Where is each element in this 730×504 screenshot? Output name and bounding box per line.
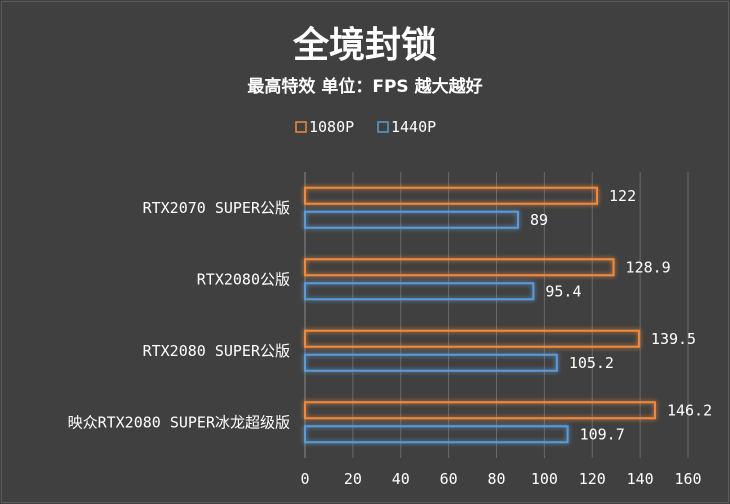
- bar-1080p: [304, 329, 640, 348]
- legend-swatch-1440p: [377, 121, 389, 133]
- chart-title: 全境封锁: [292, 25, 437, 66]
- bar-1440p: [304, 282, 535, 301]
- x-tick-label: 80: [487, 470, 505, 488]
- x-tick-label: 120: [579, 470, 606, 488]
- category-label: RTX2070 SUPER公版: [143, 199, 290, 217]
- category-label: RTX2080 SUPER公版: [143, 342, 290, 360]
- category-label: RTX2080公版: [197, 270, 290, 288]
- x-tick-label: 60: [440, 470, 458, 488]
- bar-1080p: [304, 258, 615, 277]
- x-tick-label: 100: [531, 470, 558, 488]
- legend-swatch-1080p: [295, 121, 307, 133]
- data-label: 109.7: [580, 425, 625, 443]
- data-label: 122: [609, 187, 636, 205]
- bar-1440p: [304, 425, 569, 444]
- bar-1080p: [304, 186, 599, 205]
- bar-1080p: [304, 401, 656, 420]
- data-label: 139.5: [651, 330, 696, 348]
- x-tick-label: 160: [674, 470, 701, 488]
- bar-1440p: [304, 210, 520, 229]
- legend-label: 1440P: [391, 118, 436, 136]
- data-label: 146.2: [667, 401, 712, 419]
- x-tick-label: 20: [344, 470, 362, 488]
- bar-1440p: [304, 353, 558, 372]
- chart-subtitle: 最高特效 单位：FPS 越大越好: [247, 77, 483, 97]
- data-label: 89: [530, 211, 548, 229]
- category-label: 映众RTX2080 SUPER冰龙超级版: [68, 413, 290, 431]
- x-tick-label: 0: [300, 470, 309, 488]
- data-label: 105.2: [569, 354, 614, 372]
- x-tick-label: 140: [627, 470, 654, 488]
- x-tick-label: 40: [392, 470, 410, 488]
- data-label: 128.9: [626, 258, 671, 276]
- data-label: 95.4: [545, 282, 581, 300]
- legend-label: 1080P: [309, 118, 354, 136]
